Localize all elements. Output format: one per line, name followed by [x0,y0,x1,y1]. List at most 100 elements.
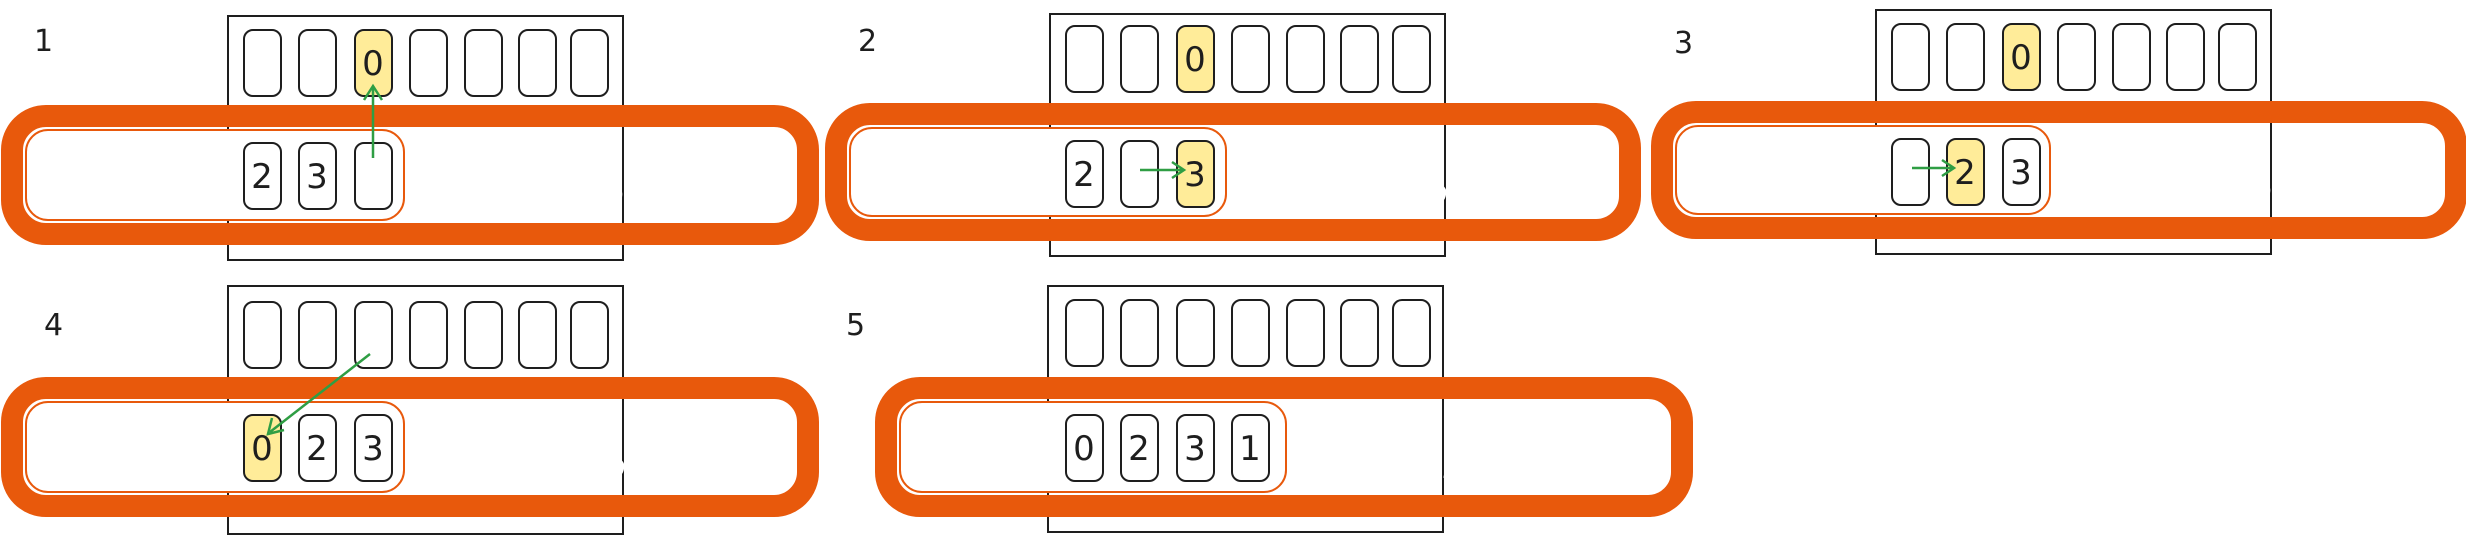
step-number: 5 [846,308,866,343]
top-slot [1176,299,1215,367]
top-slot-value: 0 [1184,40,1206,80]
top-slot [1065,25,1104,93]
top-slot [409,301,448,369]
top-row [243,301,609,369]
bottom-slot-value: 3 [2010,153,2032,193]
top-slot-value: 0 [2010,38,2032,78]
inner-box [1675,125,2051,215]
bottom-row: 2 3 [1065,140,1215,208]
panel-5-svg: 0 2 3 1 Insertion [875,285,1693,533]
top-slot [243,29,282,97]
top-slot-value: 0 [362,44,384,84]
bottom-slot-value: 0 [251,429,273,469]
bottom-slot [1891,138,1930,206]
top-slot [1340,25,1379,93]
top-slot [2057,23,2096,91]
bottom-slot [1231,414,1270,482]
move-arrow-head [1941,158,1957,178]
top-slot [1120,299,1159,367]
bottom-slot [298,142,337,210]
bottom-slot [2002,138,2041,206]
top-slot [243,301,282,369]
move-arrow-head [266,417,285,436]
bottom-slot [1120,414,1159,482]
top-slot [1231,25,1270,93]
top-slot [409,29,448,97]
step-number: 4 [44,308,64,343]
bottom-slot-value: 2 [251,157,273,197]
bottom-slot [298,414,337,482]
bottom-slot [1120,140,1159,208]
top-slot [518,29,557,97]
top-slot [298,301,337,369]
top-row: 0 [1891,23,2257,91]
move-arrow-head [362,83,384,101]
top-slot [1891,23,1930,91]
inner-box [25,129,405,221]
top-slot [1286,299,1325,367]
bottom-slot [1065,140,1104,208]
bottom-slot-value: 2 [1073,155,1095,195]
bottom-slot-value: 2 [1128,429,1150,469]
orange-band [1651,101,2466,239]
top-slot [298,29,337,97]
top-row: 0 [1065,25,1431,93]
bottom-row: 2 3 [1891,138,2041,206]
top-slot [1286,25,1325,93]
panel-3-svg: 0 2 3 Insertion [1651,9,2466,255]
step-number: 2 [858,24,878,59]
bottom-slot [1176,414,1215,482]
bottom-slot-value: 2 [1954,153,1976,193]
top-slot [2112,23,2151,91]
bottom-row: 2 3 [243,142,393,210]
panel-step-2: 2 0 2 3 [822,0,1642,272]
top-slot [1946,23,1985,91]
bottom-slot [1065,414,1104,482]
top-slot-highlighted [1176,25,1215,93]
inner-box [25,401,405,493]
bottom-slot-value: 3 [1184,429,1206,469]
panel-4-svg: 0 2 3 Insertion [1,285,819,535]
bottom-slot-value: 3 [1184,155,1206,195]
top-row [1065,299,1431,367]
step-number: 1 [34,24,54,59]
step-number: 3 [1674,26,1694,61]
panel-step-4: 4 0 2 3 [0,272,820,544]
panel-step-3: 3 0 2 3 [1646,0,2466,272]
orange-band [825,103,1641,241]
orange-band [1,105,819,245]
top-slot [354,301,393,369]
insertion-arrow-head [2118,178,2140,202]
bottom-slot-value: 3 [362,429,384,469]
panel-step-5: 5 0 2 3 1 [822,272,1722,544]
insertion-label: Insertion [2144,171,2293,211]
insertion-label: Insertion [496,175,645,215]
bottom-row: 0 2 3 [243,414,393,482]
bottom-row: 0 2 3 1 [1065,414,1270,482]
move-arrow [269,353,371,433]
top-slot [1120,25,1159,93]
inner-box [849,127,1227,217]
top-slot [1065,299,1104,367]
top-slot [1392,25,1431,93]
bottom-slot-value: 1 [1239,429,1261,469]
top-row: 0 [243,29,609,97]
top-slot [570,29,609,97]
top-slot [464,29,503,97]
insertion-label: Insertion [1372,447,1521,487]
top-slot [570,301,609,369]
top-slot [1392,299,1431,367]
bottom-slot-value: 2 [306,429,328,469]
bottom-slot [243,142,282,210]
bottom-slot-value: 0 [1073,429,1095,469]
bottom-slot-value: 3 [306,157,328,197]
insertion-arrow-head [470,182,492,206]
bottom-slot [354,414,393,482]
orange-band [875,377,1693,517]
insertion-arrow-head [1294,180,1316,204]
top-slot [2218,23,2257,91]
insertion-arrow-head [472,454,494,478]
move-arrow-head [1171,160,1187,180]
insertion-label: Insertion [498,447,647,487]
